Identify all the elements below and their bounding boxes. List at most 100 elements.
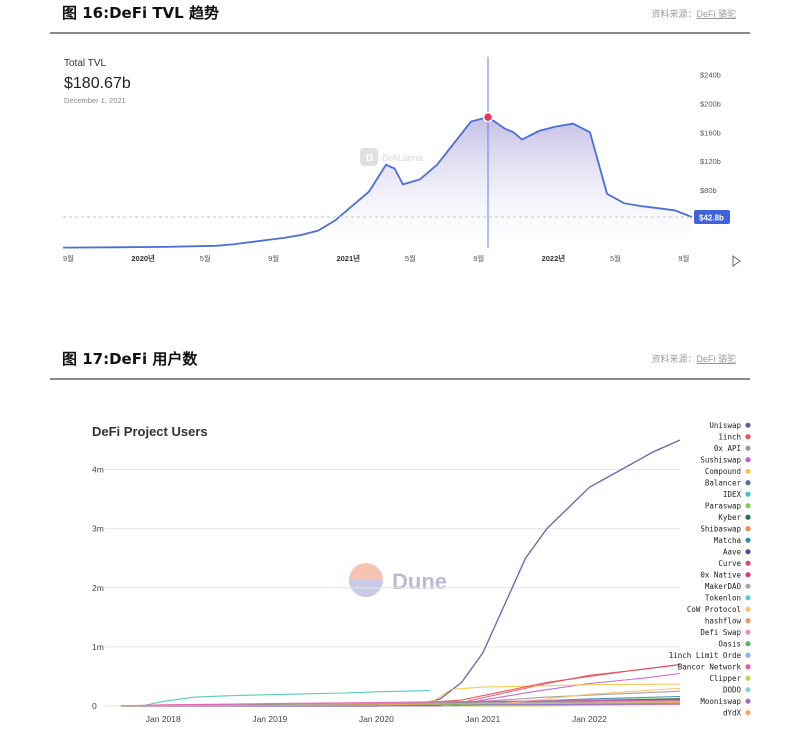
legend-item-label[interactable]: Tokenlon <box>705 594 741 603</box>
x-tick-label: Jan 2018 <box>146 714 181 724</box>
legend-item-label[interactable]: 0x API <box>714 444 741 453</box>
y-tick-label: $200b <box>700 99 721 108</box>
legend-item-marker <box>745 549 751 555</box>
legend-item-label[interactable]: Uniswap <box>709 421 741 430</box>
legend-item-marker <box>745 514 751 520</box>
y-tick-label: $80b <box>700 186 717 195</box>
highlight-point[interactable] <box>482 111 494 123</box>
watermark-text: DefiLlama <box>382 153 423 163</box>
legend-item-marker <box>745 652 751 658</box>
legend-item-label[interactable]: DODO <box>723 686 742 695</box>
legend-item-marker <box>745 618 751 624</box>
y-tick-label: $160b <box>700 128 721 137</box>
legend-item-marker <box>745 629 751 635</box>
tvl-label: Total TVL <box>64 58 106 69</box>
figure-17-title: 图 17:DeFi 用户数 <box>62 350 198 368</box>
legend-item-marker <box>745 491 751 497</box>
legend-item-marker <box>745 480 751 486</box>
y-tick-label: $240b <box>700 70 721 79</box>
tvl-area <box>63 117 692 248</box>
figure-16-source: 资料来源：DeFi 骆驼 <box>651 7 736 20</box>
current-value-label: $42.8b <box>699 214 724 223</box>
figure-17-source: 资料来源：DeFi 骆驼 <box>651 352 736 365</box>
legend-item-label[interactable]: Compound <box>705 467 741 476</box>
dune-watermark: Dune <box>349 563 447 597</box>
x-tick-label: 2021년 <box>336 253 360 263</box>
source-link[interactable]: DeFi 骆驼 <box>696 9 736 19</box>
defillama-watermark: D DefiLlama <box>360 148 423 166</box>
legend-item-marker <box>745 664 751 670</box>
x-tick-label: 9월 <box>63 253 74 263</box>
x-tick-label: 5월 <box>405 253 416 263</box>
legend-item-marker <box>745 698 751 704</box>
series-line-dydx <box>120 701 681 707</box>
figure-17-rule <box>50 378 750 380</box>
y-tick-label: 1m <box>92 642 104 652</box>
x-tick-label: 5월 <box>610 253 621 263</box>
legend-item-marker <box>745 445 751 451</box>
legend-item-label[interactable]: Matcha <box>714 536 741 545</box>
x-tick-label: 2020년 <box>131 253 155 263</box>
legend-item-marker <box>745 526 751 532</box>
tvl-highlight-value: $180.67b <box>64 75 131 92</box>
legend-item-marker <box>745 560 751 566</box>
series-line-mooniswap <box>120 703 681 707</box>
legend-item-label[interactable]: Aave <box>723 548 742 557</box>
play-icon[interactable] <box>732 255 741 267</box>
y-tick-label: $120b <box>700 157 721 166</box>
legend-item-marker <box>745 457 751 463</box>
legend-item-marker <box>745 641 751 647</box>
y-tick-label: 4m <box>92 465 104 475</box>
tvl-chart[interactable]: Total TVL $180.67b December 1, 2021 D De… <box>0 0 800 300</box>
legend-item-label[interactable]: Sushiswap <box>700 456 741 465</box>
tvl-highlight-date: December 1, 2021 <box>64 96 126 105</box>
legend-item-marker <box>745 583 751 589</box>
legend-item-label[interactable]: Shibaswap <box>700 525 741 534</box>
source-prefix: 资料来源： <box>651 9 697 19</box>
watermark-text: Dune <box>392 569 447 594</box>
legend-item-marker <box>745 503 751 509</box>
legend-item-label[interactable]: Clipper <box>709 674 741 683</box>
legend-item-marker <box>745 675 751 681</box>
legend-item-label[interactable]: 1inch <box>718 433 741 442</box>
legend-item-label[interactable]: 0x Native <box>700 571 741 580</box>
legend-item-marker <box>745 606 751 612</box>
legend-item-label[interactable]: MakerDAO <box>705 582 742 591</box>
figure-16-rule <box>50 32 750 34</box>
legend-item-marker <box>745 537 751 543</box>
x-tick-label: 2022년 <box>542 253 566 263</box>
x-tick-label: Jan 2020 <box>359 714 394 724</box>
x-tick-label: 5월 <box>200 253 211 263</box>
y-tick-label: 0 <box>92 701 97 711</box>
x-tick-label: Jan 2022 <box>572 714 607 724</box>
legend-item-label[interactable]: CoW Protocol <box>687 605 741 614</box>
legend-item-label[interactable]: dYdX <box>723 709 742 718</box>
y-tick-label: 3m <box>92 524 104 534</box>
x-tick-label: 9월 <box>268 253 279 263</box>
legend-item-marker <box>745 710 751 716</box>
legend-item-marker <box>745 687 751 693</box>
legend-item-label[interactable]: Defi Swap <box>700 628 741 637</box>
legend-item-label[interactable]: 1inch Limit Orde <box>669 651 742 660</box>
legend-item-label[interactable]: hashflow <box>705 617 742 626</box>
legend-item-label[interactable]: IDEX <box>723 490 742 499</box>
legend-item-marker <box>745 434 751 440</box>
legend-item-marker <box>745 572 751 578</box>
legend-item-label[interactable]: Oasis <box>718 640 741 649</box>
legend-item-marker <box>745 595 751 601</box>
legend-item-marker <box>745 468 751 474</box>
current-value-badge <box>694 210 730 225</box>
source-link[interactable]: DeFi 骆驼 <box>696 354 736 364</box>
legend-item-label[interactable]: Paraswap <box>705 502 742 511</box>
legend-item-label[interactable]: Balancer <box>705 479 742 488</box>
figure-16-title: 图 16:DeFi TVL 趋势 <box>62 4 219 22</box>
legend-item-label[interactable]: Bancor Network <box>678 663 742 672</box>
users-chart-title: DeFi Project Users <box>92 424 208 439</box>
legend-item-label[interactable]: Kyber <box>718 513 741 522</box>
legend-item-label[interactable]: Curve <box>718 559 741 568</box>
legend-item-label[interactable]: Mooniswap <box>700 697 741 706</box>
x-tick-label: 9월 <box>473 253 484 263</box>
source-prefix: 资料来源： <box>651 354 697 364</box>
x-tick-label: 9월 <box>678 253 689 263</box>
